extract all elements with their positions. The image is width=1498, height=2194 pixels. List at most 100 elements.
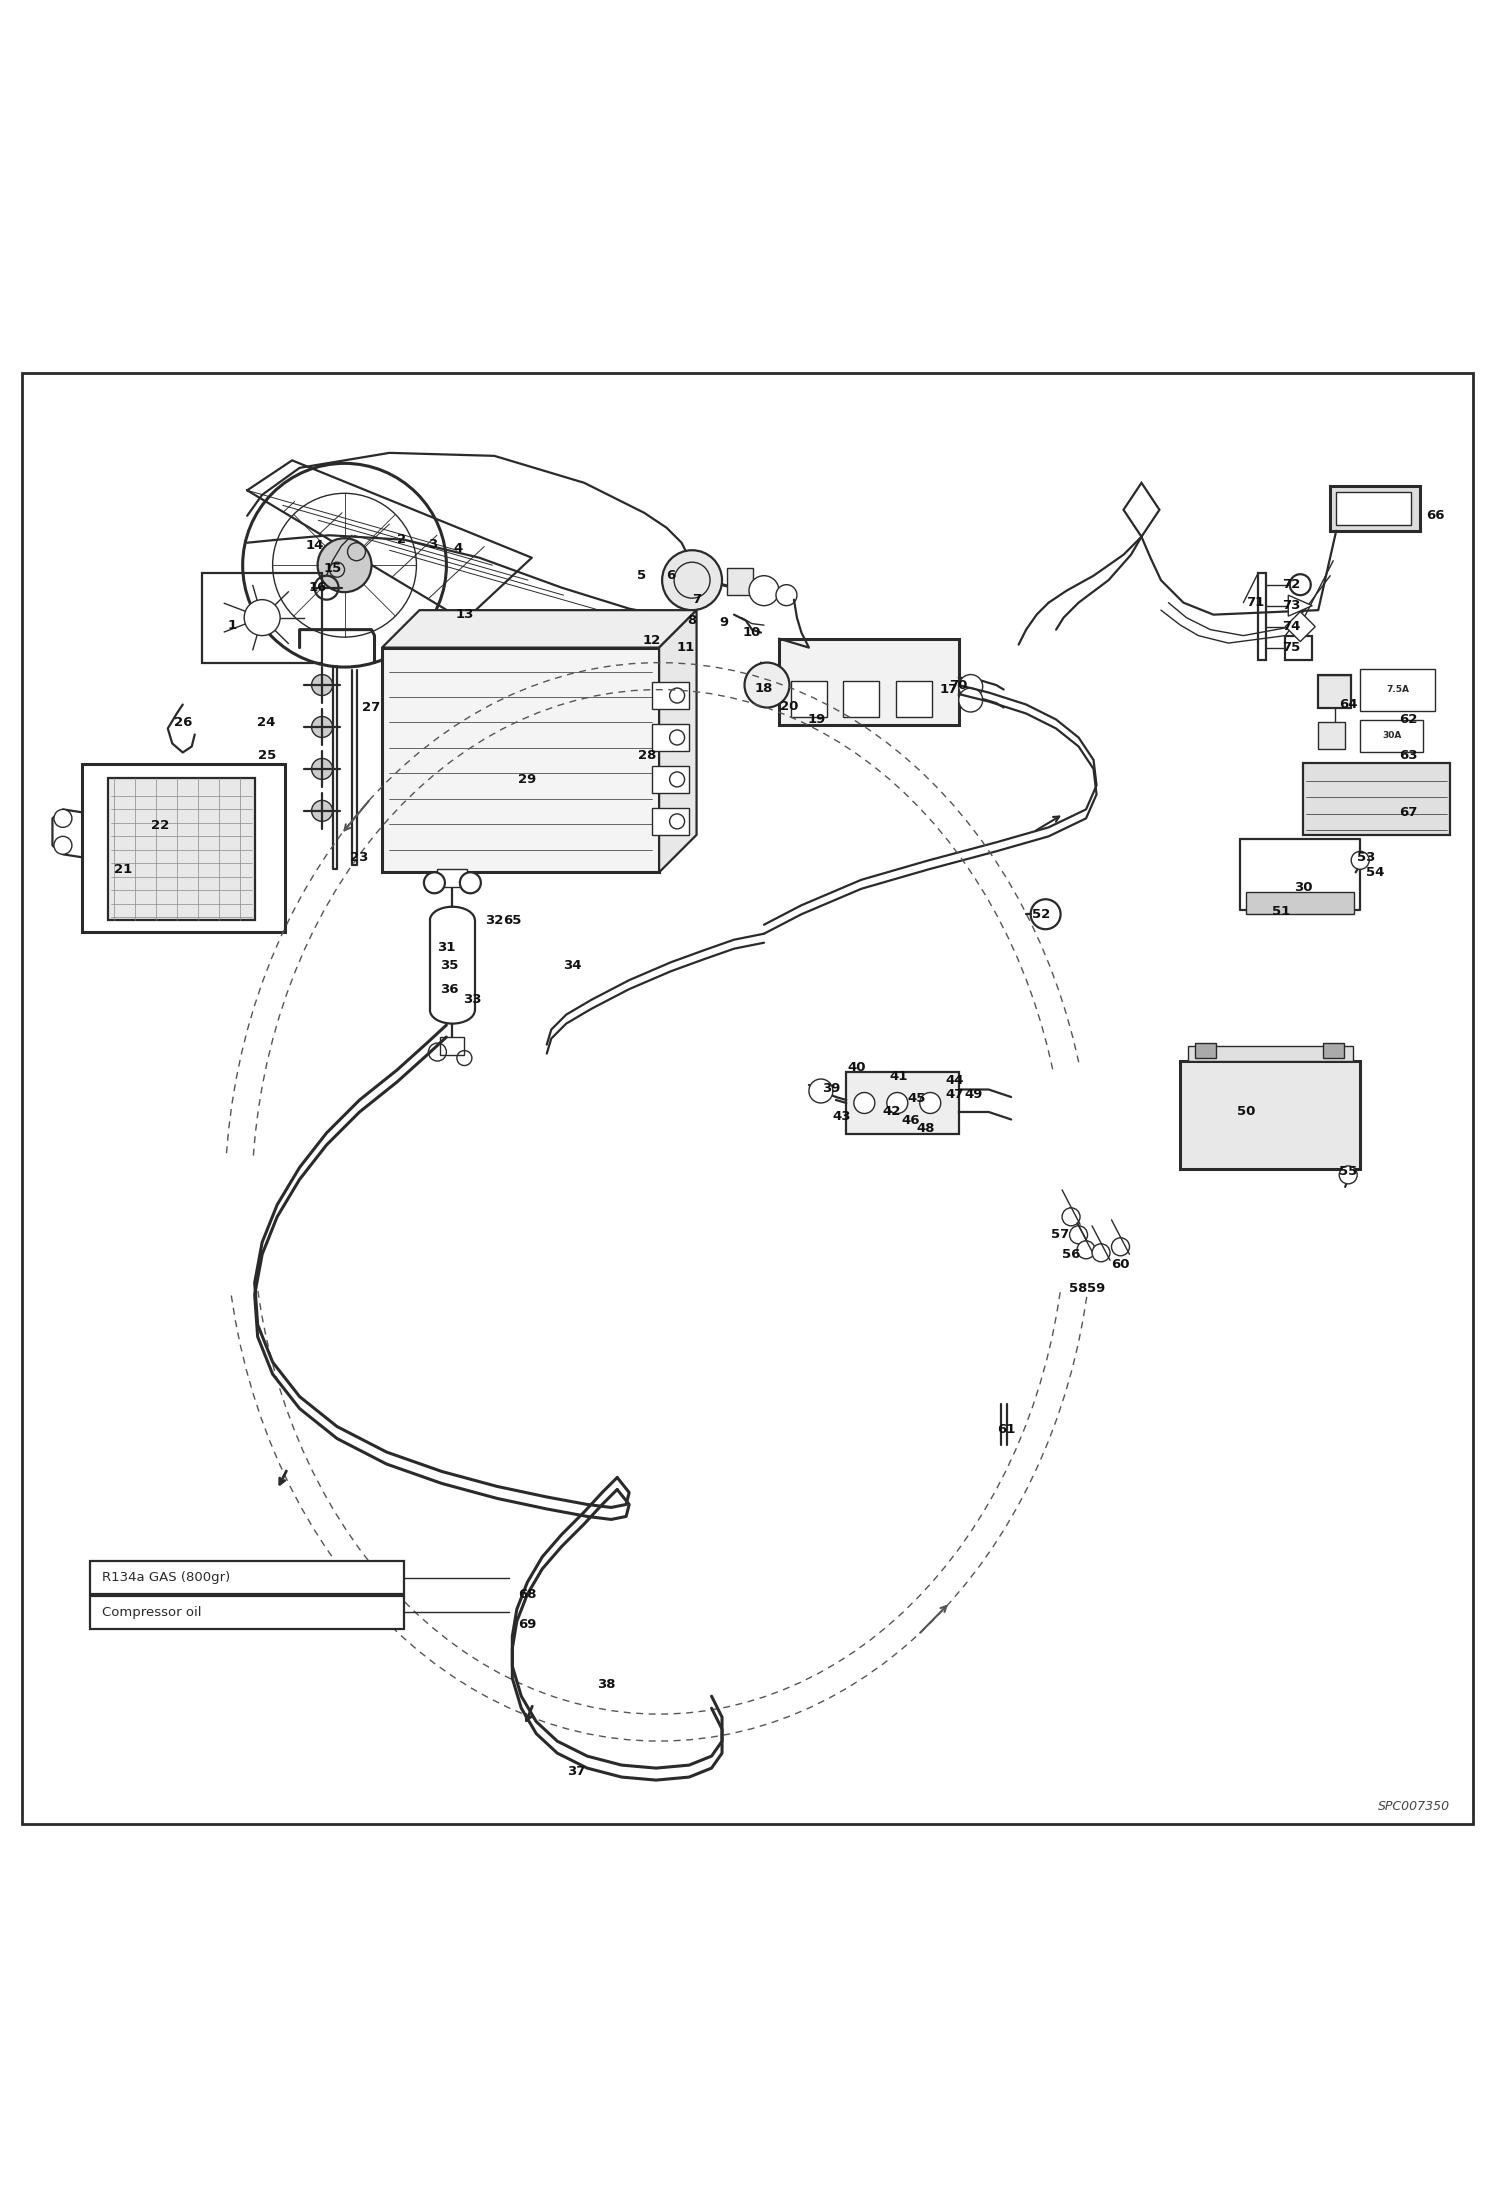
Circle shape [1290, 575, 1311, 595]
Bar [1336, 491, 1411, 524]
Text: 21: 21 [114, 862, 132, 875]
Circle shape [460, 873, 481, 893]
Text: 71: 71 [1246, 597, 1264, 610]
Circle shape [920, 1093, 941, 1115]
Text: 3: 3 [428, 538, 437, 551]
Bar [652, 724, 689, 750]
Bar [1318, 674, 1351, 706]
Text: 17: 17 [939, 682, 957, 695]
Bar [82, 764, 285, 932]
Bar [202, 573, 322, 663]
Text: 64: 64 [1339, 698, 1357, 711]
Text: 11: 11 [677, 641, 695, 654]
Bar [652, 682, 689, 709]
Circle shape [312, 717, 333, 737]
Bar [1330, 485, 1420, 531]
Text: 57: 57 [1052, 1229, 1070, 1242]
Text: 44: 44 [945, 1075, 963, 1086]
Text: 1: 1 [228, 619, 237, 632]
Polygon shape [382, 610, 697, 647]
Circle shape [318, 538, 372, 592]
Bar [1285, 636, 1312, 660]
Text: 49: 49 [965, 1088, 983, 1101]
Text: 35: 35 [440, 959, 458, 972]
Text: 47: 47 [945, 1088, 963, 1101]
Circle shape [1062, 1209, 1080, 1226]
Text: 43: 43 [833, 1110, 851, 1123]
Text: 39: 39 [822, 1082, 840, 1095]
Text: 8: 8 [688, 614, 697, 627]
Text: 41: 41 [890, 1068, 908, 1082]
Bar [1360, 720, 1423, 753]
Bar [1323, 1042, 1344, 1058]
Bar [90, 1595, 404, 1628]
Bar [1303, 764, 1450, 836]
Bar [1180, 1062, 1360, 1169]
Circle shape [54, 810, 72, 827]
Text: 75: 75 [1282, 641, 1300, 654]
Circle shape [959, 689, 983, 713]
Text: 18: 18 [755, 682, 773, 695]
Text: 65: 65 [503, 913, 521, 926]
Text: 22: 22 [151, 818, 169, 832]
Circle shape [959, 674, 983, 698]
Text: 38: 38 [598, 1678, 616, 1692]
Text: 25: 25 [258, 748, 276, 761]
Bar [437, 869, 467, 886]
Text: 2: 2 [397, 533, 406, 546]
Text: 54: 54 [1366, 867, 1384, 880]
Text: 26: 26 [174, 715, 192, 728]
Text: 29: 29 [518, 772, 536, 785]
Text: 15: 15 [324, 562, 342, 575]
Text: Compressor oil: Compressor oil [102, 1606, 201, 1619]
Text: 46: 46 [902, 1115, 920, 1128]
Text: 24: 24 [258, 715, 276, 728]
Circle shape [854, 1093, 875, 1115]
Text: 7.5A: 7.5A [1386, 685, 1410, 693]
Circle shape [1077, 1242, 1095, 1259]
Text: 50: 50 [1237, 1106, 1255, 1119]
Polygon shape [1124, 483, 1159, 538]
Text: 70: 70 [950, 678, 968, 691]
Text: 32: 32 [485, 913, 503, 926]
Circle shape [312, 674, 333, 695]
Circle shape [54, 836, 72, 853]
Bar [440, 1038, 464, 1055]
Text: 60: 60 [1112, 1259, 1129, 1270]
Text: 69: 69 [518, 1617, 536, 1630]
Text: 33: 33 [463, 994, 481, 1007]
Text: 51: 51 [1272, 904, 1290, 917]
Text: 42: 42 [882, 1106, 900, 1119]
Circle shape [776, 584, 797, 606]
Bar [727, 568, 753, 595]
Text: 16: 16 [309, 581, 327, 595]
Text: 66: 66 [1426, 509, 1444, 522]
Circle shape [244, 599, 280, 636]
Text: SPC007350: SPC007350 [1378, 1799, 1450, 1812]
Bar [652, 766, 689, 792]
Text: 59: 59 [1088, 1281, 1106, 1294]
Polygon shape [1288, 595, 1312, 617]
Bar [791, 680, 827, 717]
Text: 72: 72 [1282, 579, 1300, 590]
Text: 12: 12 [643, 634, 661, 647]
Bar [1360, 669, 1435, 711]
Text: 34: 34 [563, 959, 581, 972]
Circle shape [312, 801, 333, 821]
Text: 48: 48 [917, 1121, 935, 1134]
Text: 19: 19 [807, 713, 825, 726]
Polygon shape [659, 610, 697, 873]
Bar [108, 779, 255, 919]
Circle shape [1092, 1244, 1110, 1262]
Text: 62: 62 [1399, 713, 1417, 726]
Circle shape [1339, 1165, 1357, 1185]
Text: 30: 30 [1294, 880, 1312, 893]
Text: 20: 20 [780, 700, 798, 713]
Text: 27: 27 [363, 702, 380, 713]
Text: 68: 68 [518, 1588, 536, 1602]
Bar [779, 638, 959, 726]
Text: 7: 7 [692, 592, 701, 606]
Text: 13: 13 [455, 608, 473, 621]
Circle shape [749, 575, 779, 606]
Text: 37: 37 [568, 1764, 586, 1777]
